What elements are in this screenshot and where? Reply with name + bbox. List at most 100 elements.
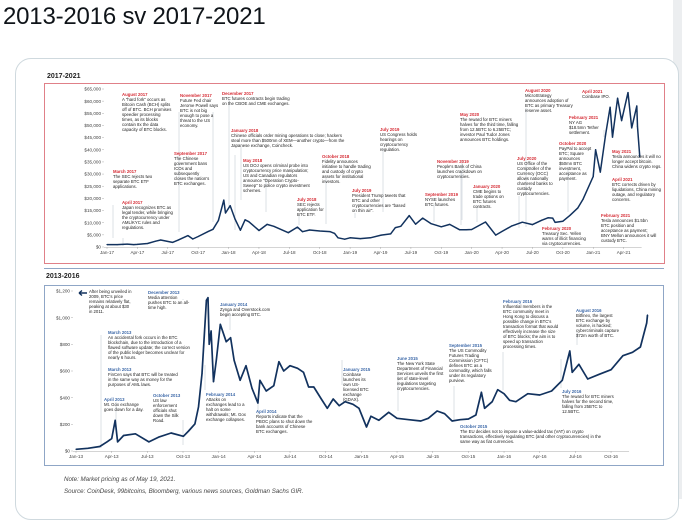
annotation-date: January 2018 [231,128,259,133]
price-data-point [430,223,432,225]
price-data-point [126,243,128,245]
price-data-point [201,373,203,375]
price-data-point [636,126,639,128]
price-data-point [320,398,322,400]
price-data-point [233,359,235,361]
chart-source: Source: CoinDesk, 99bitcoins, Bloomberg,… [64,488,304,495]
price-data-point [266,223,268,225]
price-data-point [134,433,137,435]
chart-annotation: February 2020 Treasury Sec. Yellen warns … [542,226,590,246]
annotation-date: November 2019 [437,159,469,164]
price-data-point [225,341,227,343]
chart-annotation: February 2014 Attacks on exchanges lead t… [206,392,248,422]
x-tick-label: Oct-15 [461,454,475,459]
y-tick-label: $60,000 [84,99,101,104]
price-data-point [571,371,573,373]
annotation-text: Chinese officials order mining operation… [231,133,345,148]
x-tick-label: Jan-15 [354,454,368,459]
price-data-point [352,403,354,405]
annotation-text: US Congress holds hearings on cryptocurr… [380,132,418,152]
price-data-point [636,105,638,107]
price-data-point [465,229,467,231]
price-data-point [577,207,579,209]
chart-annotation: May 2018 US DOJ opens criminal probe into… [243,158,311,193]
annotation-date: May 2018 [243,158,263,163]
annotation-date: May 2021 [612,149,632,154]
y-tick-label: $40,000 [84,147,101,152]
y-tick-label: $10,000 [84,220,101,225]
price-data-point [177,239,179,241]
chart-annotation: January 2014 Zynga and Overstock.com begi… [220,302,278,317]
chart-annotation: November 2017 Future Fed chair Jerome Pow… [180,93,220,128]
annotation-date: February 2021 [569,115,599,120]
price-data-point [508,399,511,401]
price-data-point [491,401,493,403]
annotation-text: FinCen says that BTC will be treated in … [108,372,178,387]
price-data-point [75,448,77,450]
annotation-text: An accidental fork occurs in the BTC blo… [108,335,190,360]
price-data-point [259,379,261,381]
price-data-point [258,229,260,232]
price-data-point [265,390,267,392]
annotation-date: April 2017 [122,200,143,205]
annotation-date: July 2019 [352,188,372,193]
y-tick-label: $50,000 [84,123,101,128]
price-data-point [539,394,541,396]
arrow-icon [78,289,87,297]
price-data-point [531,224,534,226]
price-data-point [540,219,543,221]
price-data-point [443,413,446,415]
x-tick-label: Oct-20 [556,250,570,255]
chart-annotation: February 2021 NY AG $18.5mn Tether settle… [569,115,599,135]
price-data-point [229,205,231,207]
chart-2013-2016: $0 $200 $400 $600 $800 $1,000 $1,200 Jan-13 Apr-… [56,289,649,459]
annotation-date: January 2014 [220,302,248,307]
price-data-point [212,381,215,383]
price-data-point [319,230,321,232]
x-tick-label: Jan-18 [222,250,236,255]
annotation-date: March 2017 [113,169,137,174]
price-data-point [595,149,597,151]
price-data-point [511,225,513,227]
price-data-point [349,237,351,239]
annotation-text: Attacks on exchanges lead to a halt on s… [206,397,246,422]
chart-annotation: September 2015 The US Commodity Futures T… [449,343,501,383]
price-data-point [484,407,486,409]
price-data-point [248,221,250,223]
chart-annotation: August 2016 Bitfinex, the largest BTC exc… [576,308,620,338]
annotation-text: The EU decides not to impose a value-add… [460,429,602,444]
y-tick-label: $25,000 [84,184,101,189]
x-tick-label: Oct-19 [434,250,448,255]
price-data-point [621,120,623,122]
x-tick-label: Apr-17 [130,250,144,255]
price-data-point [187,430,190,432]
price-data-point [239,379,241,381]
annotation-text: Tesla announces it will no longer accept… [612,154,662,169]
chart-annotation: February 2016 Influential members in the … [503,299,559,349]
price-data-point [197,235,199,238]
price-data-point [527,393,529,395]
chart-image-card[interactable] [15,58,679,520]
price-data-point [552,217,554,219]
x-tick-label: Jan-13 [69,454,83,459]
chart-annotation: July 2020 US Office of the Comptroller of… [517,156,559,196]
price-data-point [467,418,469,420]
x-tick-label: Jul-13 [141,454,154,459]
price-data-point [599,171,601,173]
annotation-date: July 2019 [380,127,400,132]
price-data-point [117,441,119,443]
price-data-point [611,136,614,138]
chart-annotation: December 2013 Media attention pushes BTC … [148,290,192,310]
price-data-point [569,214,571,216]
price-data-point [217,219,220,222]
chart-annotation: May 2020 The reward for BTC miners halves… [460,112,520,142]
price-data-point [609,106,611,108]
price-data-point [422,217,424,219]
x-tick-label: Jan-21 [586,250,600,255]
y-tick-label: $200 [60,422,71,427]
annotation-text: Coinbase IPO. [582,94,610,99]
price-data-point [358,407,360,409]
price-data-point [182,435,185,437]
price-data-point [287,232,289,234]
annotation-text: SEC rejects application for BTC ETF. [297,202,324,217]
